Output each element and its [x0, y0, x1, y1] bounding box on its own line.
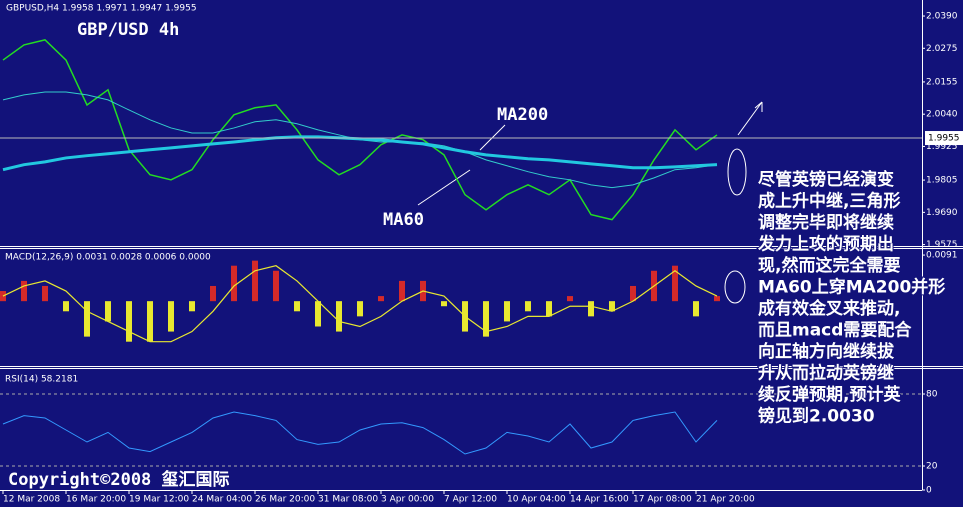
y-tick-label: 2.0040 [926, 110, 958, 120]
y-tick-label: 2.0275 [926, 44, 958, 54]
note-line: 调整完毕即将继续 [758, 212, 894, 233]
note-line: MA60上穿MA200并形 [758, 277, 945, 298]
x-tick-label: 10 Apr 04:00 [507, 495, 566, 505]
note-line: 镑见到2.0030 [758, 406, 875, 427]
histogram-bar [105, 301, 111, 322]
annotation-arrows [417, 101, 763, 304]
note-line: 升从而拉动英镑继 [758, 363, 894, 384]
x-tick-label: 14 Apr 16:00 [570, 495, 629, 505]
y-tick-label: 1.9690 [926, 208, 958, 218]
ma200-label: MA200 [497, 105, 548, 125]
x-tick-label: 16 Mar 20:00 [66, 495, 126, 505]
histogram-bar [315, 301, 321, 327]
histogram-bar [63, 301, 69, 312]
x-tick-label: 12 Mar 2008 [3, 495, 60, 505]
y-tick-label: 2.0155 [926, 77, 958, 87]
series-line [2, 135, 718, 172]
note-line: 成有效金叉来推动, [758, 298, 900, 319]
histogram-bar [630, 285, 636, 302]
note-line: 成上升中继,三角形 [758, 191, 900, 212]
histogram-bar [504, 301, 510, 322]
x-tick-label: 21 Apr 20:00 [696, 495, 755, 505]
histogram-bar [168, 301, 174, 332]
x-tick-label: 17 Apr 08:00 [633, 495, 692, 505]
histogram-bar [147, 301, 153, 342]
histogram-bar [84, 301, 90, 337]
note-line: 而且macd需要配合 [758, 320, 912, 341]
y-tick-label: 80 [926, 390, 938, 400]
histogram-bar [693, 301, 699, 317]
series-line [2, 265, 718, 343]
x-tick-label: 26 Mar 20:00 [255, 495, 315, 505]
x-tick-label: 19 Mar 12:00 [129, 495, 189, 505]
histogram-bar [672, 265, 678, 302]
histogram-bar [252, 260, 258, 302]
histogram-bar [441, 301, 447, 307]
histogram-bar [357, 301, 363, 317]
histogram-bar [210, 285, 216, 302]
y-tick-label: 0.0091 [926, 251, 958, 261]
note-line: 续反弹预期,预计英 [758, 384, 901, 405]
chart-label: GBP/USD 4h [77, 20, 179, 40]
histogram-bar [399, 280, 405, 302]
x-tick-label: 3 Apr 00:00 [381, 495, 434, 505]
histogram-bar [336, 301, 342, 332]
histogram-bar [21, 280, 27, 302]
y-tick-label: 1.9925 [926, 142, 958, 152]
note-line: 尽管英镑已经演变 [758, 169, 894, 190]
note-line: 向正轴方向继续拔 [758, 341, 895, 362]
histogram-bar [273, 270, 279, 302]
x-tick-label: 24 Mar 04:00 [192, 495, 252, 505]
histogram-bar [714, 296, 720, 302]
y-tick-label: 1.9575 [926, 240, 958, 250]
y-tick-label: 1.9805 [926, 176, 958, 186]
last-price-label: 1.9955 [928, 134, 960, 144]
x-tick-label: 7 Apr 12:00 [444, 495, 497, 505]
histogram-bar [567, 296, 573, 302]
series-line [2, 411, 718, 455]
main-header: GBPUSD,H4 1.9958 1.9971 1.9947 1.9955 [6, 4, 197, 14]
histogram-bar [588, 301, 594, 317]
note-line: 发力上攻的预期出 [757, 234, 894, 255]
histogram-bar [483, 301, 489, 337]
histogram-bar [231, 265, 237, 302]
x-tick-label: 31 Mar 08:00 [318, 495, 378, 505]
ma60-label: MA60 [383, 210, 424, 230]
note-line: 现,然而这完全需要 [758, 255, 900, 276]
copyright: Copyright©2008 玺汇国际 [8, 469, 230, 490]
y-tick-label: 0 [926, 486, 932, 496]
y-tick-label: 2.0390 [926, 12, 958, 22]
macd-header: MACD(12,26,9) 0.0031 0.0028 0.0006 0.000… [5, 253, 211, 263]
last-price-box [925, 131, 963, 146]
rsi-header: RSI(14) 58.2181 [5, 375, 78, 385]
series-line [2, 39, 718, 221]
histogram-bar [378, 296, 384, 302]
histogram-bar [126, 301, 132, 342]
histogram-bar [546, 301, 552, 317]
y-tick-label: 20 [926, 462, 938, 472]
histogram-bar [42, 285, 48, 302]
histogram-bar [609, 301, 615, 312]
histogram-bar [525, 301, 531, 312]
histogram-bar [189, 301, 195, 312]
histogram-bar [294, 301, 300, 312]
